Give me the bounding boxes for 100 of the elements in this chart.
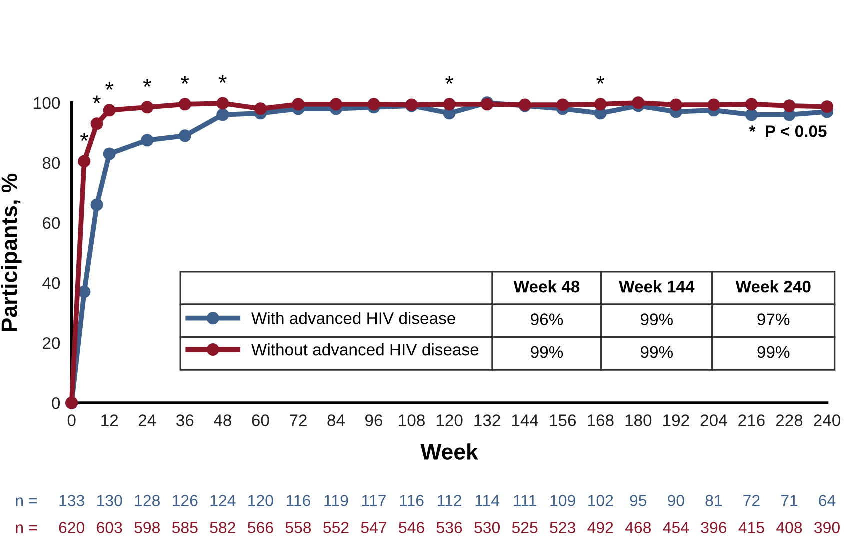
point [178, 98, 192, 111]
annotation: * [93, 96, 101, 104]
x-tick-label: 216 [738, 414, 765, 426]
legend-label: With advanced HIV disease [252, 312, 456, 324]
annotation: * P < 0.05 [749, 126, 827, 138]
text: 396 [701, 522, 727, 534]
text: 114 [476, 495, 500, 506]
point [103, 148, 116, 160]
text: 117 [362, 495, 386, 506]
text: 81 [706, 495, 722, 506]
x-axis-title: Week [420, 444, 478, 460]
point [90, 198, 104, 212]
text: 598 [134, 522, 160, 534]
point [745, 98, 758, 111]
annotation: 96% [531, 314, 564, 326]
text: 566 [248, 522, 274, 534]
text: n = [16, 498, 38, 506]
annotation: 99% [531, 346, 564, 358]
x-tick-label: 96 [366, 414, 383, 426]
point [254, 102, 267, 116]
x-tick-label: 0 [68, 414, 76, 426]
text: 390 [814, 522, 840, 534]
text: 415 [738, 522, 764, 534]
text: 585 [172, 522, 198, 534]
text: 547 [361, 522, 387, 534]
text: 454 [663, 522, 690, 534]
text: 124 [210, 495, 236, 506]
annotation: * [106, 82, 114, 90]
text: 603 [97, 522, 122, 534]
point [783, 100, 796, 112]
y-tick-label: 20 [43, 337, 60, 350]
text: 582 [210, 522, 236, 534]
y-tick-label: 0 [52, 397, 60, 410]
text: 130 [97, 495, 122, 506]
point [216, 108, 230, 122]
point [330, 98, 342, 111]
annotation: Week 240 [736, 280, 811, 293]
text: 90 [668, 495, 684, 506]
y-axis-title: Participants, % [1, 174, 22, 332]
x-tick-label: 72 [290, 414, 307, 426]
x-tick-label: 144 [512, 414, 538, 426]
text: 546 [399, 522, 424, 534]
x-tick-label: 228 [776, 414, 803, 426]
text: 468 [625, 522, 652, 534]
x-tick-label: 120 [436, 414, 463, 426]
point [292, 98, 305, 111]
x-tick-label: 108 [399, 414, 425, 426]
text: 95 [630, 495, 647, 506]
x-tick-label: 204 [700, 414, 728, 426]
text: 109 [550, 495, 576, 506]
text: 126 [173, 495, 198, 506]
x-tick-label: 84 [328, 414, 346, 426]
point [216, 97, 230, 110]
annotation: Week 144 [619, 280, 695, 293]
annotation: * [181, 76, 190, 84]
text: 112 [438, 495, 462, 506]
y-tick-label: 100 [34, 97, 60, 110]
text: 116 [400, 495, 424, 506]
annotation: 97% [758, 314, 790, 326]
point [594, 98, 607, 111]
text: 71 [781, 495, 798, 506]
annotation: 99% [641, 346, 673, 358]
text: 72 [744, 495, 760, 506]
point [141, 134, 154, 147]
point [141, 101, 154, 114]
text: 102 [588, 495, 614, 506]
point [178, 130, 192, 142]
text: 492 [588, 522, 614, 534]
text: 530 [474, 522, 500, 534]
y-tick-label: 80 [42, 157, 60, 170]
x-tick-label: 132 [474, 414, 500, 426]
y-tick-label: 40 [42, 277, 60, 290]
text: 552 [324, 522, 349, 534]
point [670, 98, 682, 112]
text: 408 [776, 522, 802, 534]
text: 133 [60, 495, 84, 506]
text: 116 [286, 495, 310, 506]
text: 525 [512, 522, 538, 534]
text: 128 [135, 495, 160, 506]
point [90, 118, 104, 130]
annotation: Week 48 [514, 280, 580, 293]
legend-label: Without advanced HIV disease [252, 343, 479, 356]
point [78, 286, 91, 298]
x-tick-label: 36 [176, 414, 194, 426]
x-tick-label: 192 [664, 414, 690, 426]
annotation: * [596, 76, 605, 84]
x-tick-label: 24 [138, 414, 156, 426]
point [632, 96, 645, 110]
annotation: * [218, 75, 227, 84]
point [708, 98, 720, 112]
x-tick-label: 156 [550, 414, 576, 426]
y-tick-label: 60 [43, 217, 60, 230]
point [556, 98, 570, 112]
x-tick-label: 180 [626, 414, 652, 426]
x-tick-label: 168 [588, 414, 614, 426]
text: 523 [550, 522, 576, 534]
text: 120 [248, 495, 274, 506]
text: 119 [324, 495, 348, 506]
annotation: 99% [758, 346, 790, 358]
annotation: * [446, 76, 454, 84]
